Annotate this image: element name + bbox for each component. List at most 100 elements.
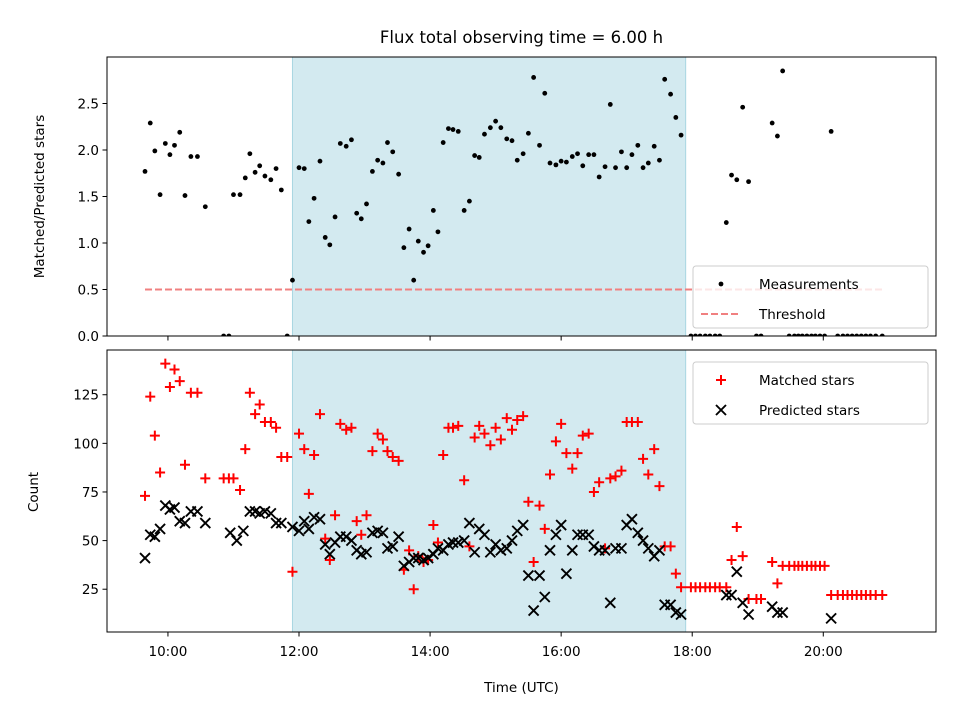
measurements-point — [504, 136, 510, 142]
measurements-point — [863, 333, 869, 336]
matched-stars-point — [282, 451, 293, 462]
measurements-point — [734, 177, 740, 183]
matched-stars-point — [731, 521, 742, 532]
predicted-stars-point — [387, 540, 399, 553]
measurements-point — [835, 333, 841, 336]
predicted-stars-point — [742, 608, 755, 621]
predicted-stars-point — [244, 505, 256, 518]
matched-stars-point — [164, 381, 175, 392]
measurements-point — [651, 143, 657, 149]
matched-stars-point — [528, 556, 539, 567]
measurements-point — [440, 140, 446, 145]
matched-stars-point — [335, 418, 346, 429]
predicted-stars-point — [533, 569, 546, 582]
measurements-point — [472, 153, 478, 158]
predicted-stars-point — [191, 505, 204, 518]
matched-stars-point — [330, 510, 341, 521]
measurements-point — [817, 333, 823, 336]
measurements-point — [401, 245, 407, 251]
measurements-point — [845, 333, 850, 336]
measurements-point — [268, 177, 274, 183]
measurements-point — [425, 243, 431, 249]
predicted-stars-point — [566, 544, 578, 556]
measurements-point — [514, 157, 520, 163]
measurements-point — [221, 333, 227, 336]
matched-stars-point — [314, 409, 325, 420]
measurements-point — [575, 151, 580, 157]
measurements-point — [804, 333, 810, 336]
measurements-point — [177, 129, 183, 135]
measurements-point — [547, 160, 553, 166]
measurements-point — [553, 162, 559, 168]
measurements-point — [317, 158, 323, 164]
measurements-point — [688, 333, 694, 336]
measurements-point — [697, 333, 703, 336]
matched-stars-point — [367, 446, 378, 457]
measurements-point — [591, 152, 597, 158]
measurements-point — [172, 142, 177, 148]
measurements-point — [247, 151, 253, 157]
legend-label: Threshold — [758, 307, 826, 323]
predicted-stars-point — [637, 534, 649, 547]
matched-stars-point — [556, 418, 567, 429]
measurements-point — [723, 220, 729, 225]
matched-stars-point — [169, 364, 180, 375]
measurements-point — [795, 333, 801, 336]
measurements-point — [237, 192, 243, 198]
matched-stars-point — [512, 415, 523, 426]
matched-stars-point — [539, 523, 550, 534]
measurements-point — [242, 175, 248, 181]
measurements-point — [273, 166, 279, 172]
measurements-point — [195, 154, 200, 159]
predicted-stars-point — [664, 599, 677, 611]
predicted-stars-point — [522, 569, 535, 582]
measurements-point — [558, 158, 564, 164]
predicted-stars-point — [478, 529, 491, 541]
matched-stars-point — [479, 428, 490, 439]
measurements-point — [147, 120, 153, 126]
matched-stars-point — [638, 453, 649, 464]
y-tick-label: 1.0 — [78, 236, 99, 252]
predicted-stars-point — [154, 523, 166, 535]
matched-stars-point — [464, 541, 475, 552]
predicted-stars-point — [555, 519, 567, 531]
measurements-point — [729, 172, 734, 178]
matched-stars-point — [200, 473, 211, 484]
predicted-stars-point — [303, 523, 315, 535]
y-tick-label: 1.5 — [78, 190, 99, 206]
measurements-point — [624, 165, 630, 171]
measurements-point — [563, 159, 569, 165]
predicted-stars-point — [231, 534, 243, 547]
measurements-point — [358, 216, 364, 222]
measurements-point — [461, 208, 467, 213]
matched-stars-point — [377, 434, 388, 445]
measurements-point — [278, 187, 284, 193]
measurements-point — [157, 192, 163, 198]
measurements-point — [322, 235, 328, 240]
measurements-point — [673, 115, 679, 120]
matched-stars-point — [459, 475, 470, 486]
predicted-stars-point — [168, 501, 181, 514]
measurements-point — [712, 333, 718, 336]
matched-stars-point — [145, 391, 156, 402]
measurements-point — [385, 140, 390, 145]
predicted-stars-point — [720, 589, 732, 601]
predicted-stars-point — [725, 589, 738, 601]
matched-stars-point — [572, 448, 583, 459]
predicted-stars-point — [825, 612, 837, 625]
measurements-point — [542, 90, 548, 96]
x-tick-label: 10:00 — [148, 644, 187, 660]
measurements-point — [332, 214, 338, 220]
measurements-point — [657, 157, 662, 163]
matched-stars-point — [235, 485, 246, 496]
matched-stars-point — [577, 430, 588, 441]
measurements-point — [775, 133, 780, 139]
measurements-point — [537, 142, 542, 148]
matched-stars-point — [250, 409, 261, 420]
matched-stars-point — [382, 446, 393, 457]
observing-window-shade — [291, 349, 687, 633]
predicted-stars-point — [324, 548, 336, 560]
measurements-point — [301, 166, 307, 172]
predicted-stars-point — [626, 513, 638, 525]
matched-stars-point — [341, 424, 352, 435]
